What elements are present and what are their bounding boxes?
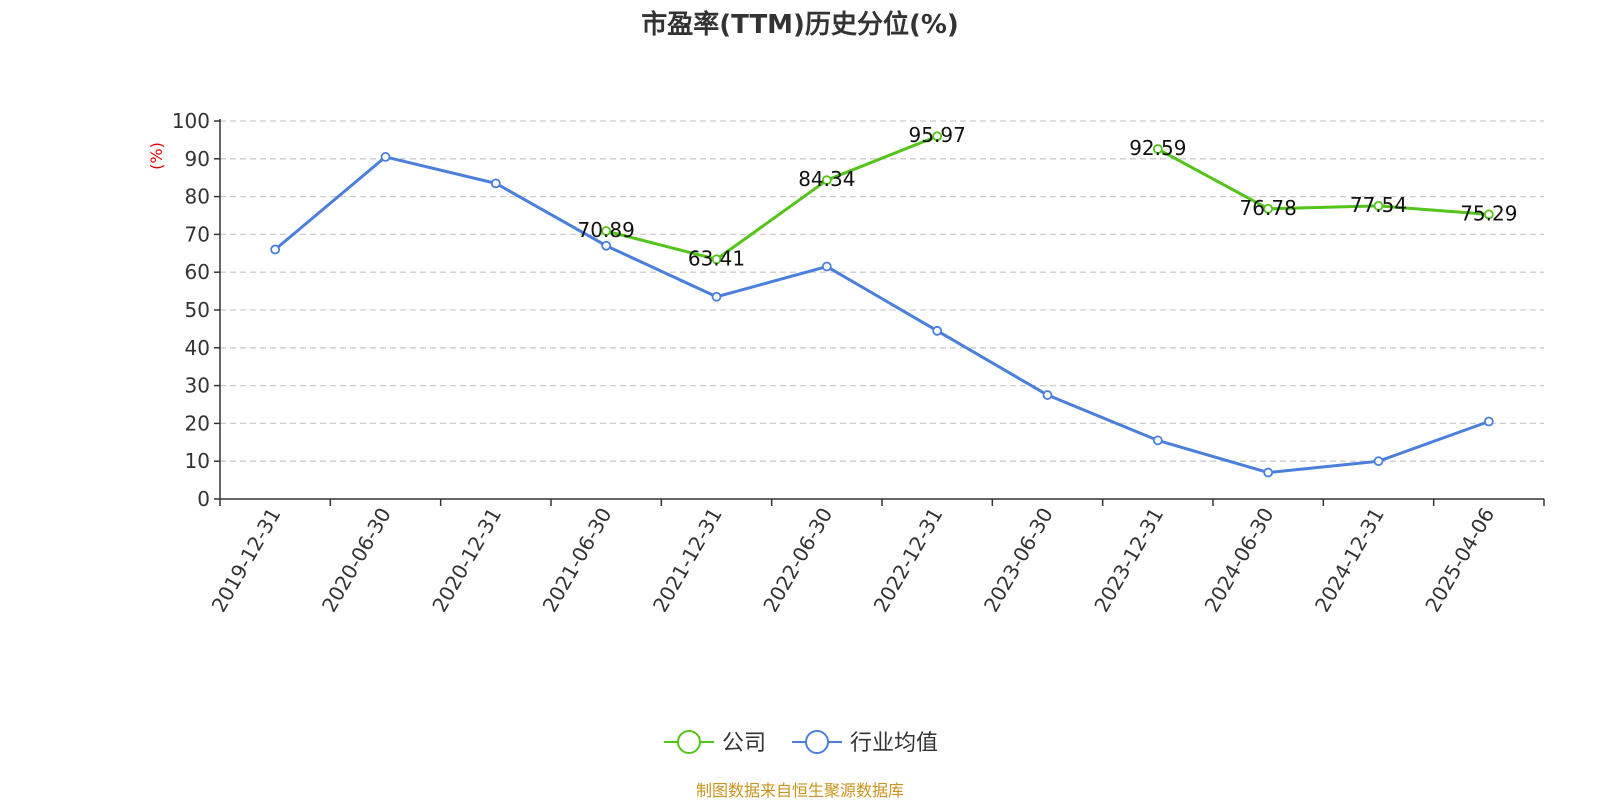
data-point-industry — [1263, 467, 1274, 478]
x-tick-label: 2021-12-31 — [648, 504, 727, 617]
x-tick-label: 2020-12-31 — [427, 504, 506, 617]
y-tick-label: 0 — [197, 487, 210, 511]
x-tick-label: 2023-12-31 — [1089, 504, 1168, 617]
series-line-company — [605, 134, 938, 261]
series-lines — [270, 131, 1494, 478]
x-tick-label: 2021-06-30 — [538, 504, 617, 617]
data-label: 76.78 — [1240, 196, 1297, 220]
series-line-industry — [274, 155, 1490, 475]
data-point-industry — [1483, 416, 1494, 427]
legend-marker-icon — [677, 730, 701, 754]
x-tick-label: 2022-06-30 — [758, 504, 837, 617]
data-label: 92.59 — [1129, 136, 1186, 160]
y-tick-label: 50 — [185, 298, 210, 322]
data-point-company — [1483, 209, 1494, 220]
data-label: 95.97 — [909, 123, 966, 147]
y-tick-label: 100 — [172, 109, 210, 133]
y-tick-label: 60 — [185, 260, 210, 284]
x-tick-label: 2020-06-30 — [317, 504, 396, 617]
legend-label: 行业均值 — [850, 731, 938, 756]
x-tick-label: 2023-06-30 — [979, 504, 1058, 617]
data-label: 84.34 — [798, 167, 855, 191]
data-point-industry — [711, 291, 722, 302]
data-point-company — [1373, 200, 1384, 211]
y-tick-label: 30 — [185, 374, 210, 398]
grid-lines — [220, 120, 1544, 462]
chart-title: 市盈率(TTM)历史分位(%) — [641, 9, 959, 40]
data-point-company — [1152, 144, 1163, 154]
data-point-industry — [601, 240, 612, 251]
source-note: 制图数据来自恒生聚源数据库 — [696, 781, 904, 800]
y-tick-label: 20 — [185, 411, 210, 435]
x-tick-label: 2019-12-31 — [207, 504, 286, 617]
data-labels: 70.89 63.41 84.34 95.97 92.59 76.78 77.54 75.29 — [578, 123, 1518, 270]
y-axis-label: (%) — [147, 142, 166, 170]
x-tick-label: 2025-04-06 — [1420, 504, 1499, 617]
legend: 公司 行业均值 — [664, 730, 938, 756]
data-point-industry — [490, 178, 501, 189]
y-tick-label: 40 — [185, 336, 210, 360]
data-point-industry — [821, 261, 832, 272]
data-point-industry — [1152, 435, 1163, 446]
data-point-company — [932, 131, 943, 142]
data-point-industry — [1042, 390, 1053, 400]
data-point-industry — [932, 325, 943, 336]
x-tick-label: 2024-12-31 — [1310, 504, 1389, 617]
data-label: 63.41 — [688, 246, 745, 270]
x-tick-label: 2022-12-31 — [869, 504, 948, 617]
legend-marker-icon — [805, 730, 829, 754]
legend-label: 公司 — [722, 731, 766, 756]
y-tick-label: 10 — [185, 449, 210, 473]
x-tick-label: 2024-06-30 — [1200, 504, 1279, 617]
data-point-company — [1263, 203, 1274, 214]
data-label: 70.89 — [578, 218, 635, 242]
data-point-industry — [1373, 456, 1384, 467]
y-tick-label: 80 — [185, 185, 210, 209]
y-tick-label: 90 — [185, 147, 210, 171]
data-point-industry — [380, 152, 391, 162]
data-point-company — [601, 226, 612, 236]
series-line-company — [1157, 147, 1489, 216]
data-label: 77.54 — [1350, 193, 1407, 217]
y-tick-label: 70 — [185, 222, 210, 246]
data-point-industry — [270, 244, 281, 255]
data-point-company — [711, 254, 722, 265]
data-label: 75.29 — [1460, 201, 1517, 225]
axes: 0 10 20 30 40 50 60 70 80 90 100 2019-12-31 2020-06-… — [172, 109, 1545, 617]
data-point-company — [821, 175, 832, 186]
